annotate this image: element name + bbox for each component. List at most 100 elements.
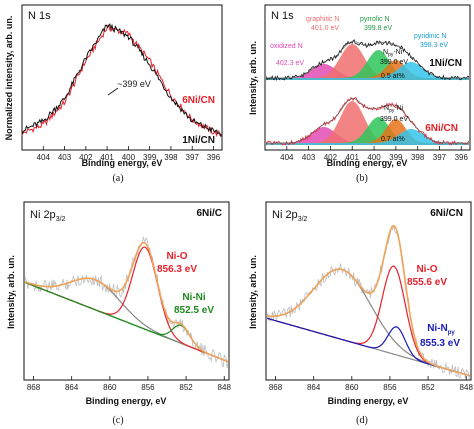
panel-c-ylabel: Intensity, arb. un. (6, 255, 16, 329)
panel-a-frame (21, 4, 223, 151)
panel-d-curves (267, 224, 470, 379)
panel-c-title-main: Ni 2p (30, 209, 56, 221)
panel-b-title: N 1s (271, 10, 294, 22)
panel-c-xtick-label-4: 852 (179, 383, 193, 392)
panel-c-curves (25, 236, 228, 369)
panel-b-xlabel: Binding energy, eV (327, 158, 408, 168)
panel-b-xtick-label-3: 401 (346, 153, 360, 162)
panel-b-upper-component-2 (266, 50, 469, 80)
panel-a-xtick-label-3: 401 (100, 153, 114, 162)
panel-d-ylabel: Intensity, arb. un. (248, 255, 258, 329)
panel-c-sample: 6Ni/C (196, 208, 222, 219)
panel-a-xticks: 404 403 402 401 400 399 398 397 396 (37, 146, 221, 162)
panel-b-upper-component-4 (266, 62, 469, 80)
panel-b-envelopes (266, 39, 469, 147)
panel-b-npy-sub-2: py (389, 108, 395, 114)
panel-d-label: (d) (356, 415, 368, 426)
panel-a-xtick-label-0: 404 (37, 153, 51, 162)
panel-d-nio-pos: 855.6 eV (407, 277, 447, 288)
panel-d-xlabel: Binding energy, eV (328, 396, 409, 406)
panel-d-ninpy-pos: 855.3 eV (420, 338, 460, 349)
panel-b-pyrrolic-pos: 399.8 eV (364, 25, 392, 32)
panel-d-xtick-label-3: 856 (383, 383, 397, 392)
panel-a-xtick-label-6: 398 (164, 153, 178, 162)
panel-b-xtick-label-6: 398 (411, 153, 425, 162)
panel-a-label: (a) (112, 173, 123, 184)
panel-a-annotation-pointer (107, 87, 119, 96)
panel-b-upper-component-0 (266, 64, 469, 80)
panel-b-label: (b) (356, 173, 368, 184)
panel-b-npy-pos-2: 399.0 eV (380, 116, 408, 123)
panel-d-ninpy-sub: py (448, 330, 456, 336)
panel-a-xtick-label-8: 396 (207, 153, 221, 162)
panel-a-series-1ni (21, 23, 223, 137)
panel-b-npy-pos-1: 399.0 eV (380, 59, 408, 66)
panel-a: N 1s 404 403 402 401 400 399 398 397 396 6Ni/CN … (4, 4, 223, 184)
panel-a-xtick-label-2: 402 (79, 153, 93, 162)
panel-c-xlabel: Binding energy, eV (86, 396, 167, 406)
panel-c-xtick-label-3: 856 (141, 383, 155, 392)
panel-b-frame (264, 4, 471, 151)
panel-b-content-2: 0.7 at% (381, 136, 405, 143)
panel-b-graphitic-pos: 401.0 eV (311, 25, 339, 32)
panel-a-legend-1ni: 1Ni/CN (182, 135, 215, 146)
panel-d-envelope (267, 224, 470, 377)
panel-d-title-main: Ni 2p (272, 209, 298, 221)
panel-d-xtick-label-1: 864 (307, 383, 321, 392)
panel-b-oxidized-pos: 402.3 eV (276, 60, 304, 67)
panel-b-xtick-label-8: 396 (455, 153, 469, 162)
panel-c-xtick-label-2: 860 (103, 383, 117, 392)
panel-b-lower-component-2 (266, 117, 469, 145)
panel-c-xtick-label-5: 848 (218, 383, 232, 392)
panel-a-xtick-label-1: 403 (58, 153, 72, 162)
panel-b-ylabel: Intensity, arb. un. (248, 41, 258, 115)
panel-b-xtick-label-4: 400 (367, 153, 381, 162)
panel-b-xtick-label-0: 404 (280, 153, 294, 162)
panel-b-lower-envelope (266, 98, 469, 144)
panel-b-xtick-label-7: 397 (433, 153, 447, 162)
panel-c-nio-label: Ni-O (166, 251, 187, 262)
panel-a-series (21, 23, 223, 138)
panel-b-npy-suffix-1: -Ni (393, 49, 402, 56)
panel-d-sample: 6Ni/CN (430, 208, 463, 219)
panel-d-title: Ni 2p3/2 (272, 209, 308, 223)
panel-c-label: (c) (112, 415, 123, 426)
panel-b-xtick-label-5: 399 (389, 153, 403, 162)
panel-c-frame (23, 201, 230, 381)
panel-b-sample-1ni: 1Ni/CN (429, 58, 462, 69)
panel-a-ylabel: Normalized intensity, arb. un. (4, 16, 14, 141)
panel-b-pyrrolic-label: pyrrolic N (360, 16, 390, 23)
panel-b-graphitic-label: graphitic N (306, 16, 339, 23)
panel-a-xtick-label-5: 399 (143, 153, 157, 162)
panel-c-nini-pos: 852.5 eV (174, 305, 214, 316)
panel-b-npy-n-2: N (384, 105, 389, 112)
panel-b-lower-component-0 (266, 127, 469, 145)
panel-b-npy-n-1: N (383, 49, 388, 56)
panel-d-ninpy-main: Ni-N (427, 323, 448, 334)
panel-c-nio-pos: 856.3 eV (157, 264, 197, 275)
panel-b-oxidized-label: oxidized N (270, 43, 303, 50)
panel-d-xtick-label-2: 860 (345, 383, 359, 392)
panel-b-content-1: 0.5 at% (381, 73, 405, 80)
panel-d-raw-data (267, 224, 470, 379)
panel-b-npy-sub-1: py (388, 52, 394, 58)
panel-b-xtick-label-1: 403 (302, 153, 316, 162)
panel-d-xtick-label-0: 868 (269, 383, 283, 392)
panel-d: Ni 2p3/2 6Ni/CN Ni-O 855.6 eV Ni-Npy 855… (248, 201, 473, 426)
panel-c-xticks: 868 864 860 856 852 848 (27, 376, 232, 392)
panel-b: N 1s 404 403 402 401 400 399 398 397 396 oxidize… (248, 4, 471, 184)
panel-b-components (266, 44, 469, 145)
panel-b-npy-label-1: Npy-Ni (383, 49, 403, 58)
panel-a-annotation: ~399 eV (117, 79, 151, 89)
panel-b-npy-suffix-2: -Ni (394, 105, 403, 112)
panel-c-title: Ni 2p3/2 (30, 209, 66, 223)
panel-a-xlabel: Binding energy, eV (82, 158, 163, 168)
panel-c-xtick-label-1: 864 (65, 383, 79, 392)
panel-d-xticks: 868 864 860 856 852 848 (269, 376, 473, 392)
panel-b-pyridinic-pos: 398.3 eV (420, 42, 448, 49)
panel-a-xtick-label-7: 397 (186, 153, 200, 162)
panel-b-pyridinic-label: pyridinic N (414, 33, 447, 40)
panel-a-legend-6ni: 6Ni/CN (182, 95, 215, 106)
panel-a-title: N 1s (28, 10, 51, 22)
